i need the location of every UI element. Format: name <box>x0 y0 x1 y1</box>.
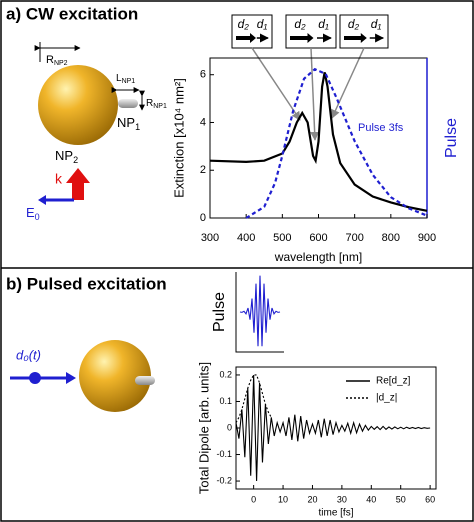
legend-label: Re[d_z] <box>376 376 411 387</box>
x-tick-label: 0 <box>251 494 256 504</box>
label-sub: 0 <box>35 212 40 222</box>
x-tick-label: 20 <box>307 494 317 504</box>
label-sub: NP1 <box>122 78 136 85</box>
k-arrow <box>66 168 90 200</box>
inset-label: d₂ <box>294 17 306 31</box>
x-tick-label: 50 <box>396 494 406 504</box>
x-axis-label: wavelength [nm] <box>274 250 362 264</box>
e-arrow-head <box>38 195 46 205</box>
label-main: NP <box>55 148 73 163</box>
label-sub: NP2 <box>54 60 68 67</box>
label: E0 <box>26 205 40 222</box>
x-tick-label: 900 <box>418 232 436 244</box>
sphere <box>79 340 151 412</box>
pointer <box>251 47 301 121</box>
y-axis-label: Total Dipole [arb. units] <box>196 362 211 494</box>
inset-box <box>339 14 389 49</box>
diagram-b: d₀(t) <box>10 340 155 412</box>
label: NP2 <box>55 148 78 165</box>
inset-label: d₂ <box>238 17 250 31</box>
inset-box <box>285 14 337 49</box>
x-tick-label: 400 <box>237 232 255 244</box>
y-tick-label: 2 <box>200 164 206 176</box>
label-main: L <box>116 73 122 84</box>
annotation: Pulse 3fs <box>358 122 404 134</box>
label: LNP1 <box>116 73 135 85</box>
label-main: R <box>146 98 153 109</box>
panel-title: a) CW excitation <box>6 4 138 23</box>
series-line <box>209 72 428 212</box>
source-arrow-head <box>66 372 76 384</box>
y-axis-label: Pulse <box>211 292 228 332</box>
x-tick-label: 60 <box>425 494 435 504</box>
y-tick-label: 4 <box>200 116 206 128</box>
x-tick-label: 800 <box>382 232 400 244</box>
pointer <box>331 47 365 119</box>
label: k <box>55 171 63 187</box>
label: d₀(t) <box>16 347 41 362</box>
label-main: R <box>46 54 54 66</box>
y-tick-label: 0.1 <box>219 396 232 406</box>
x-tick-label: 500 <box>273 232 291 244</box>
label: RNP1 <box>146 98 167 110</box>
y2-axis-label: Pulse <box>443 118 460 158</box>
x-tick-label: 700 <box>345 232 363 244</box>
inset-arrow <box>290 33 314 43</box>
label-sub: 1 <box>135 122 140 132</box>
label-main: NP <box>117 115 135 130</box>
x-tick-label: 600 <box>309 232 327 244</box>
series-line <box>235 374 431 482</box>
y-tick-label: 0.2 <box>219 369 232 379</box>
insets: d₂ d₁ d₂ d₁ d₂ d₁ <box>231 14 389 141</box>
y-axis-label: Extinction [x10⁴ nm²] <box>171 78 186 198</box>
inset-box <box>231 14 273 49</box>
x-axis-label: time [fs] <box>318 508 353 519</box>
x-tick-label: 10 <box>278 494 288 504</box>
y-tick-label: -0.1 <box>216 449 232 459</box>
label-sub: 2 <box>73 155 78 165</box>
rod <box>135 376 155 385</box>
rod <box>118 99 138 108</box>
y-tick-label: -0.2 <box>216 475 232 485</box>
x-tick-label: 40 <box>366 494 376 504</box>
y-tick-label: 6 <box>200 69 206 81</box>
axis <box>235 272 284 353</box>
inset-label: d₁ <box>318 17 329 31</box>
label-sub: NP1 <box>153 103 167 110</box>
label-main: E <box>26 205 35 220</box>
inset-label: d₁ <box>371 17 382 31</box>
y-tick-label: 0 <box>200 212 206 224</box>
diagram-a: RNP2 LNP1 RNP1 NP1 NP2 k E0 <box>26 42 167 222</box>
sphere <box>38 65 118 145</box>
inset-arrow <box>344 33 367 43</box>
series-line <box>235 374 272 423</box>
series-line <box>245 67 428 219</box>
label: NP1 <box>117 115 140 132</box>
inset-arrow <box>236 33 256 43</box>
pointer <box>310 47 320 141</box>
x-tick-label: 30 <box>337 494 347 504</box>
label: RNP2 <box>46 54 68 67</box>
inset-label: d₂ <box>348 17 360 31</box>
y-tick-label: 0 <box>227 422 232 432</box>
legend-label: |d_z| <box>376 393 397 404</box>
source-dot <box>29 372 41 384</box>
series-line <box>239 275 281 347</box>
panel-title: b) Pulsed excitation <box>6 274 167 293</box>
x-tick-label: 300 <box>201 232 219 244</box>
inset-label: d₁ <box>257 17 268 31</box>
